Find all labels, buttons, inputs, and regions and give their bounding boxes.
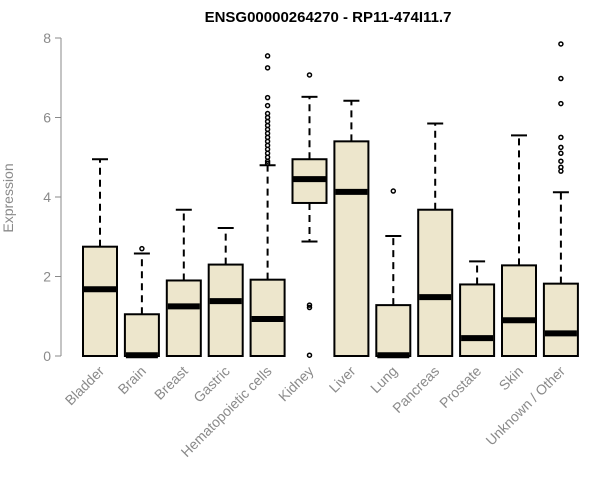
box-kidney: [291, 72, 328, 358]
outlier-point: [306, 304, 313, 311]
box-gastric: [207, 227, 244, 358]
chart-title: ENSG00000264270 - RP11-474I11.7: [205, 9, 452, 26]
box-body: [417, 208, 454, 357]
outlier-point: [264, 65, 271, 71]
x-tick-label: Unknown / Other: [482, 363, 568, 449]
outlier-point: [264, 160, 271, 166]
x-tick-label: Liver: [326, 363, 359, 396]
box-brain: [123, 245, 160, 359]
outlier-point: [558, 100, 564, 107]
outlier-point: [306, 352, 313, 358]
box-body: [207, 263, 244, 358]
y-axis-label: Expression: [0, 163, 16, 232]
box-hematopoietic-cells: [249, 53, 286, 357]
box-bladder: [82, 158, 118, 357]
outlier-point: [558, 158, 564, 164]
box-breast: [165, 208, 202, 358]
outlier-point: [558, 144, 564, 151]
box-body: [542, 282, 579, 357]
boxes-group: [82, 41, 579, 359]
outlier-point: [558, 164, 564, 170]
x-tick-label: Pancreas: [389, 363, 442, 416]
box-unknown-other: [542, 41, 579, 357]
x-tick-label: Lung: [367, 363, 400, 396]
outlier-point: [264, 102, 271, 109]
y-tick-label: 8: [43, 30, 51, 46]
y-tick-label: 0: [43, 348, 51, 364]
box-body: [375, 304, 412, 357]
y-tick-label: 2: [43, 269, 51, 285]
y-tick-label: 4: [43, 189, 51, 205]
box-prostate: [459, 260, 496, 358]
box-pancreas: [417, 122, 454, 357]
x-tick-label: Skin: [496, 363, 527, 394]
outlier-point: [558, 150, 564, 157]
outlier-point: [264, 110, 271, 117]
box-body: [165, 279, 202, 358]
outlier-point: [139, 245, 145, 252]
outlier-point: [306, 72, 313, 78]
outlier-point: [306, 302, 313, 308]
outlier-point: [558, 134, 564, 141]
box-body: [123, 313, 160, 358]
outlier-point: [558, 41, 564, 47]
box-body: [333, 140, 370, 357]
x-tick-label: Breast: [151, 363, 191, 403]
box-body: [501, 264, 537, 357]
box-lung: [375, 188, 412, 359]
outlier-point: [558, 75, 564, 82]
outlier-point: [390, 188, 397, 194]
outlier-point: [264, 94, 271, 101]
box-body: [459, 283, 496, 358]
outlier-point: [264, 53, 271, 59]
box-liver: [333, 99, 370, 357]
y-tick-label: 6: [43, 110, 51, 126]
box-body: [82, 245, 118, 357]
x-tick-label: Kidney: [275, 363, 317, 405]
x-tick-label: Brain: [115, 363, 149, 397]
y-axis: 0 2 4 6 8: [43, 30, 62, 364]
box-skin: [501, 134, 537, 357]
x-tick-label: Bladder: [62, 363, 108, 409]
x-tick-label: Prostate: [436, 363, 484, 411]
